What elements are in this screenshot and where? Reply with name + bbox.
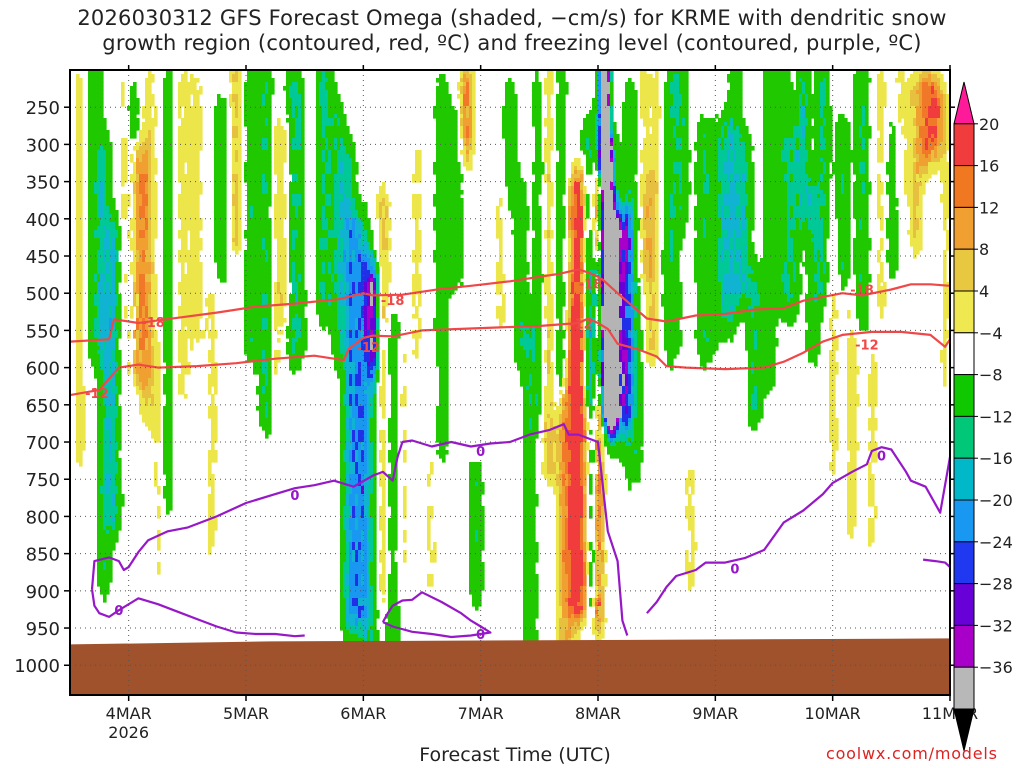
freezing-level-contour-right (646, 446, 950, 614)
y-tick-label: 900 (26, 582, 60, 603)
colorbar-segment (953, 165, 975, 208)
y-tick-label: 550 (26, 321, 60, 342)
y-tick-label: 300 (26, 135, 60, 156)
x-tick-label: 10MAR (805, 704, 861, 723)
colorbar-tick-label: 12 (979, 198, 999, 217)
dgz-contour-minus18-label: -18 (381, 294, 405, 309)
colorbar-segment (953, 666, 975, 710)
y-tick-label: 800 (26, 507, 60, 528)
colorbar-segment (953, 457, 975, 501)
chart-title-line2: growth region (contoured, red, ºC) and f… (102, 31, 922, 55)
y-tick-label: 750 (26, 470, 60, 491)
colorbar-segment (953, 81, 975, 125)
colorbar-segment (953, 583, 975, 626)
chart-title: 2026030312 GFS Forecast Omega (shaded, −… (0, 6, 1024, 56)
y-tick-label: 600 (26, 359, 60, 380)
colorbar-tick-label: −36 (979, 658, 1013, 677)
x-tick-label: 9MAR (692, 704, 738, 723)
colorbar-tick-label: 4 (979, 282, 989, 301)
colorbar-segment (953, 248, 975, 292)
colorbar: 20 16 12 8 4 −4 −8 −12 −16 −20 −24 −28 −32 −36 (953, 81, 1013, 751)
colorbar-tick-label: 20 (979, 115, 999, 134)
dgz-contour-minus12 (70, 317, 950, 397)
colorbar-tick-label: −28 (979, 575, 1013, 594)
x-tick-label: 8MAR (575, 704, 621, 723)
colorbar-tick-label: −20 (979, 491, 1013, 510)
x-axis-title: Forecast Time (UTC) (419, 744, 611, 766)
site-credit[interactable]: coolwx.com/models (826, 744, 998, 763)
dgz-contour-minus12-label: -12 (85, 387, 109, 402)
y-tick-label: 1000 (14, 656, 60, 677)
y-tick-label: 250 (26, 98, 60, 119)
freezing-level-contour-right-label: 0 (730, 563, 739, 578)
y-tick-label: 450 (26, 247, 60, 268)
x-tick-label: 5MAR (223, 704, 269, 723)
dgz-contour-minus18-label: -18 (850, 283, 874, 298)
x-tick-label: 7MAR (458, 704, 504, 723)
colorbar-segment (953, 499, 975, 543)
y-tick-label: 950 (26, 619, 60, 640)
colorbar-tick-label: −32 (979, 616, 1013, 635)
freezing-level-contour-lower (90, 589, 305, 638)
freezing-level-contour (90, 423, 629, 636)
colorbar-segment (953, 123, 975, 167)
colorbar-segment (953, 541, 975, 585)
colorbar-tick-label: −12 (979, 407, 1013, 426)
x-tick-label: 4MAR (106, 704, 152, 723)
freezing-level-contour-label: 0 (476, 445, 485, 460)
colorbar-tick-label: 8 (979, 240, 989, 259)
y-tick-label: 700 (26, 433, 60, 454)
plot-frame (69, 69, 951, 696)
dgz-contour-minus18 (70, 268, 950, 343)
freezing-level-contour-far-right (922, 558, 950, 568)
colorbar-tick-label: −24 (979, 533, 1013, 552)
dgz-contour-minus18-label: -18 (579, 278, 603, 293)
x-tick-label: 6MAR (340, 704, 386, 723)
colorbar-segment (953, 332, 975, 376)
colorbar-tick-label: −8 (979, 366, 1003, 385)
colorbar-segment (953, 624, 975, 668)
x-tick-sublabel: 2026 (108, 723, 149, 742)
freezing-level-contour-label: 0 (290, 489, 299, 504)
colorbar-segment (953, 206, 975, 250)
y-tick-label: 850 (26, 545, 60, 566)
chart-title-line1: 2026030312 GFS Forecast Omega (shaded, −… (77, 6, 947, 30)
dgz-contour-minus12-label: -12 (569, 318, 593, 333)
colorbar-tick-label: 16 (979, 157, 999, 176)
colorbar-tick-label: −4 (979, 324, 1003, 343)
colorbar-tick-label: −16 (979, 449, 1013, 468)
dgz-contour-minus12-label: -12 (356, 341, 380, 356)
ground-terrain (70, 638, 950, 695)
freezing-level-contour-loop (381, 591, 492, 639)
colorbar-segment (953, 708, 975, 751)
y-tick-label: 650 (26, 396, 60, 417)
colorbar-segment (953, 290, 975, 334)
colorbar-segment (953, 374, 975, 417)
colorbar-segment (953, 415, 975, 459)
dgz-contour-minus18-label: -18 (141, 316, 165, 331)
freezing-level-contour-lower-label: 0 (114, 604, 123, 619)
grid-lines (70, 70, 951, 695)
freezing-level-contour-right-label: 0 (877, 449, 886, 464)
dgz-contour-minus12-label: -12 (855, 339, 879, 354)
y-tick-label: 400 (26, 210, 60, 231)
y-tick-label: 350 (26, 173, 60, 194)
y-tick-label: 500 (26, 284, 60, 305)
